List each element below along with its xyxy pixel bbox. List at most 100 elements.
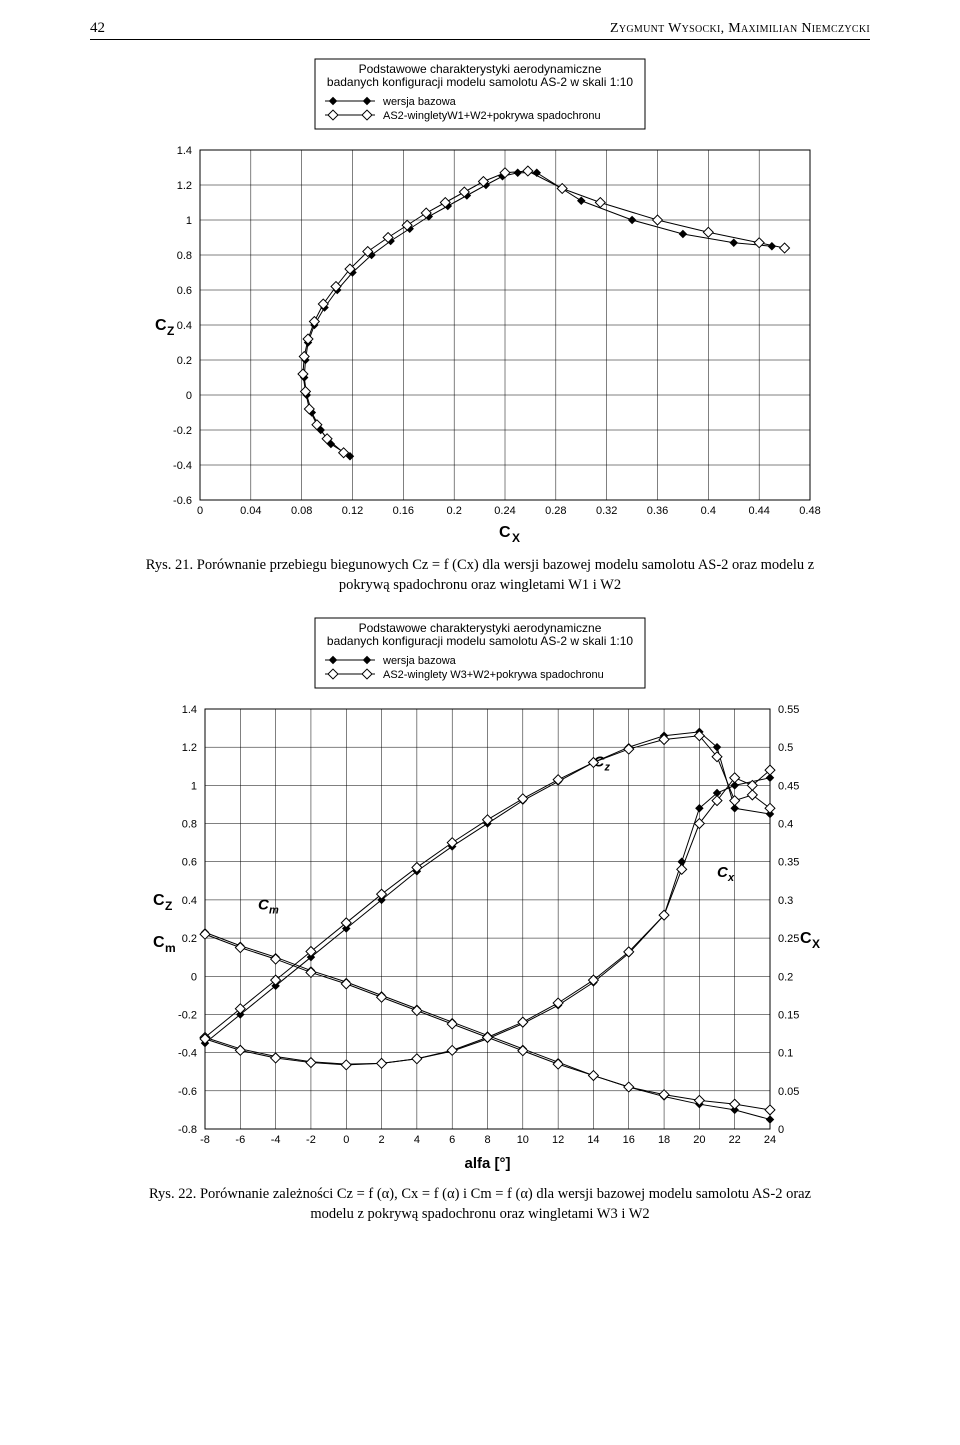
svg-text:0.36: 0.36 <box>647 505 668 517</box>
svg-text:X: X <box>512 531 520 545</box>
svg-text:X: X <box>812 937 820 951</box>
svg-text:C: C <box>153 892 165 909</box>
svg-text:badanych konfiguracji modelu s: badanych konfiguracji modelu samolotu AS… <box>327 75 633 89</box>
svg-text:2: 2 <box>379 1134 385 1146</box>
caption2-prefix: Rys. 22. <box>149 1186 200 1202</box>
svg-text:AS2-winglety W3+W2+pokrywa spa: AS2-winglety W3+W2+pokrywa spadochronu <box>383 669 604 681</box>
svg-text:0.2: 0.2 <box>177 355 192 367</box>
svg-text:m: m <box>165 941 176 955</box>
svg-text:x: x <box>727 872 735 884</box>
svg-text:0.55: 0.55 <box>778 704 799 716</box>
chart1-svg: Podstawowe charakterystyki aerodynamiczn… <box>130 55 830 545</box>
svg-text:24: 24 <box>764 1134 776 1146</box>
svg-text:C: C <box>800 930 812 947</box>
svg-text:0.48: 0.48 <box>799 505 820 517</box>
caption1: Rys. 21. Porównanie przebiegu biegunowyc… <box>130 555 830 596</box>
svg-text:0.8: 0.8 <box>182 818 197 830</box>
svg-text:0.4: 0.4 <box>177 320 192 332</box>
caption1-prefix: Rys. 21. <box>146 557 197 573</box>
svg-text:1.2: 1.2 <box>177 180 192 192</box>
svg-text:0.3: 0.3 <box>778 895 793 907</box>
svg-text:0: 0 <box>778 1124 784 1136</box>
svg-text:0.32: 0.32 <box>596 505 617 517</box>
chart2-wrap: Podstawowe charakterystyki aerodynamiczn… <box>90 614 870 1174</box>
svg-text:18: 18 <box>658 1134 670 1146</box>
page-container: 42 Zygmunt Wysocki, Maximilian Niemczyck… <box>0 0 960 1272</box>
svg-text:8: 8 <box>484 1134 490 1146</box>
svg-text:16: 16 <box>623 1134 635 1146</box>
svg-text:0.16: 0.16 <box>393 505 414 517</box>
svg-text:-0.4: -0.4 <box>173 460 192 472</box>
svg-text:20: 20 <box>693 1134 705 1146</box>
svg-text:12: 12 <box>552 1134 564 1146</box>
svg-text:10: 10 <box>517 1134 529 1146</box>
page-header: 42 Zygmunt Wysocki, Maximilian Niemczyck… <box>90 20 870 40</box>
svg-text:badanych konfiguracji modelu s: badanych konfiguracji modelu samolotu AS… <box>327 634 633 648</box>
svg-text:-0.4: -0.4 <box>178 1047 197 1059</box>
svg-text:1.4: 1.4 <box>182 704 197 716</box>
svg-text:-0.2: -0.2 <box>178 1009 197 1021</box>
svg-text:4: 4 <box>414 1134 420 1146</box>
svg-text:0: 0 <box>197 505 203 517</box>
svg-text:Podstawowe charakterystyki aer: Podstawowe charakterystyki aerodynamiczn… <box>359 621 602 635</box>
svg-text:0.44: 0.44 <box>748 505 769 517</box>
chart2-svg: Podstawowe charakterystyki aerodynamiczn… <box>130 614 830 1174</box>
svg-text:0.6: 0.6 <box>177 285 192 297</box>
svg-text:6: 6 <box>449 1134 455 1146</box>
svg-text:0.04: 0.04 <box>240 505 261 517</box>
caption2: Rys. 22. Porównanie zależności Cz = f (α… <box>130 1184 830 1225</box>
svg-text:0.2: 0.2 <box>182 933 197 945</box>
svg-text:alfa [°]: alfa [°] <box>464 1155 510 1172</box>
caption2-text: Porównanie zależności Cz = f (α), Cx = f… <box>200 1186 811 1222</box>
svg-text:-8: -8 <box>200 1134 210 1146</box>
svg-text:0.45: 0.45 <box>778 780 799 792</box>
svg-text:0.6: 0.6 <box>182 856 197 868</box>
svg-text:0.35: 0.35 <box>778 856 799 868</box>
svg-text:C: C <box>155 317 167 334</box>
svg-text:0.4: 0.4 <box>182 895 197 907</box>
authors: Zygmunt Wysocki, Maximilian Niemczycki <box>610 21 870 37</box>
svg-text:22: 22 <box>729 1134 741 1146</box>
svg-text:Z: Z <box>167 324 174 338</box>
svg-text:m: m <box>269 904 279 916</box>
svg-text:0.4: 0.4 <box>778 818 793 830</box>
svg-text:-2: -2 <box>306 1134 316 1146</box>
svg-text:C: C <box>153 934 165 951</box>
svg-text:0.05: 0.05 <box>778 1085 799 1097</box>
svg-text:0.4: 0.4 <box>701 505 716 517</box>
caption1-text: Porównanie przebiegu biegunowych Cz = f … <box>197 557 814 593</box>
svg-text:0.2: 0.2 <box>778 971 793 983</box>
svg-text:0.08: 0.08 <box>291 505 312 517</box>
page-number: 42 <box>90 20 105 37</box>
svg-text:-0.8: -0.8 <box>178 1124 197 1136</box>
svg-text:1: 1 <box>191 780 197 792</box>
svg-text:0.28: 0.28 <box>545 505 566 517</box>
svg-text:-0.2: -0.2 <box>173 425 192 437</box>
chart1-wrap: Podstawowe charakterystyki aerodynamiczn… <box>90 55 870 545</box>
svg-text:-6: -6 <box>235 1134 245 1146</box>
svg-text:1.4: 1.4 <box>177 145 192 157</box>
svg-text:Z: Z <box>165 899 172 913</box>
svg-text:0: 0 <box>343 1134 349 1146</box>
svg-text:AS2-wingletyW1+W2+pokrywa spad: AS2-wingletyW1+W2+pokrywa spadochronu <box>383 110 601 122</box>
svg-text:14: 14 <box>587 1134 599 1146</box>
svg-text:0: 0 <box>191 971 197 983</box>
svg-text:C: C <box>499 524 511 541</box>
svg-text:-0.6: -0.6 <box>173 495 192 507</box>
svg-text:wersja bazowa: wersja bazowa <box>382 96 457 108</box>
svg-text:1: 1 <box>186 215 192 227</box>
svg-text:0.24: 0.24 <box>494 505 515 517</box>
svg-text:z: z <box>603 761 610 773</box>
svg-text:Podstawowe charakterystyki aer: Podstawowe charakterystyki aerodynamiczn… <box>359 62 602 76</box>
svg-text:wersja bazowa: wersja bazowa <box>382 655 457 667</box>
svg-text:0.1: 0.1 <box>778 1047 793 1059</box>
svg-text:0.15: 0.15 <box>778 1009 799 1021</box>
svg-text:1.2: 1.2 <box>182 742 197 754</box>
svg-text:0.5: 0.5 <box>778 742 793 754</box>
svg-text:0.25: 0.25 <box>778 933 799 945</box>
svg-text:0: 0 <box>186 390 192 402</box>
svg-text:-0.6: -0.6 <box>178 1085 197 1097</box>
svg-text:-4: -4 <box>271 1134 281 1146</box>
svg-text:0.2: 0.2 <box>447 505 462 517</box>
svg-text:0.8: 0.8 <box>177 250 192 262</box>
